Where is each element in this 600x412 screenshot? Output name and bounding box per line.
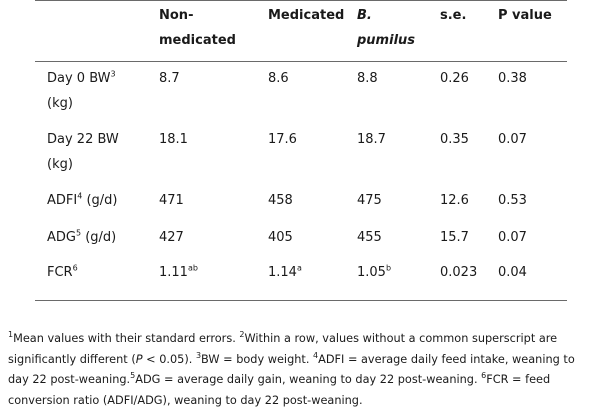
row-label: Day 22 BW (kg) <box>47 132 119 172</box>
header-nonmedicated: Non- medicated <box>159 8 236 48</box>
value-se: 15.7 <box>440 230 469 245</box>
value-nonmedicated: 8.7 <box>159 71 180 86</box>
header-bottom-rule <box>35 61 567 62</box>
row-label: FCR6 <box>47 263 78 280</box>
value-nonmedicated: 18.1 <box>159 132 188 147</box>
value-b-pumilus: 1.05b <box>357 263 392 280</box>
value-medicated: 17.6 <box>268 132 297 147</box>
value-pvalue: 0.38 <box>498 71 527 86</box>
value-se: 0.023 <box>440 265 478 280</box>
value-pvalue: 0.07 <box>498 230 527 245</box>
table-top-rule <box>35 0 567 1</box>
row-label: Day 0 BW3 (kg) <box>47 69 116 111</box>
value-b-pumilus: 455 <box>357 230 382 245</box>
value-pvalue: 0.07 <box>498 132 527 147</box>
value-nonmedicated: 427 <box>159 230 184 245</box>
row-label: ADFI4 (g/d) <box>47 191 118 208</box>
value-b-pumilus: 475 <box>357 193 382 208</box>
value-medicated: 8.6 <box>268 71 289 86</box>
header-medicated: Medicated <box>268 8 345 23</box>
value-se: 12.6 <box>440 193 469 208</box>
value-medicated: 1.14a <box>268 263 302 280</box>
value-medicated: 405 <box>268 230 293 245</box>
value-se: 0.26 <box>440 71 469 86</box>
table-footnote: 1Mean values with their standard errors.… <box>8 329 593 411</box>
value-nonmedicated: 1.11ab <box>159 263 198 280</box>
value-nonmedicated: 471 <box>159 193 184 208</box>
value-se: 0.35 <box>440 132 469 147</box>
header-pvalue: P value <box>498 8 552 23</box>
value-b-pumilus: 18.7 <box>357 132 386 147</box>
value-b-pumilus: 8.8 <box>357 71 378 86</box>
value-pvalue: 0.53 <box>498 193 527 208</box>
header-se: s.e. <box>440 8 467 23</box>
value-pvalue: 0.04 <box>498 265 527 280</box>
header-b-pumilus: B. pumilus <box>357 8 416 48</box>
value-medicated: 458 <box>268 193 293 208</box>
table-bottom-rule <box>35 300 567 301</box>
footnote-text: 1Mean values with their standard errors.… <box>8 330 575 407</box>
row-label: ADG5 (g/d) <box>47 228 117 245</box>
